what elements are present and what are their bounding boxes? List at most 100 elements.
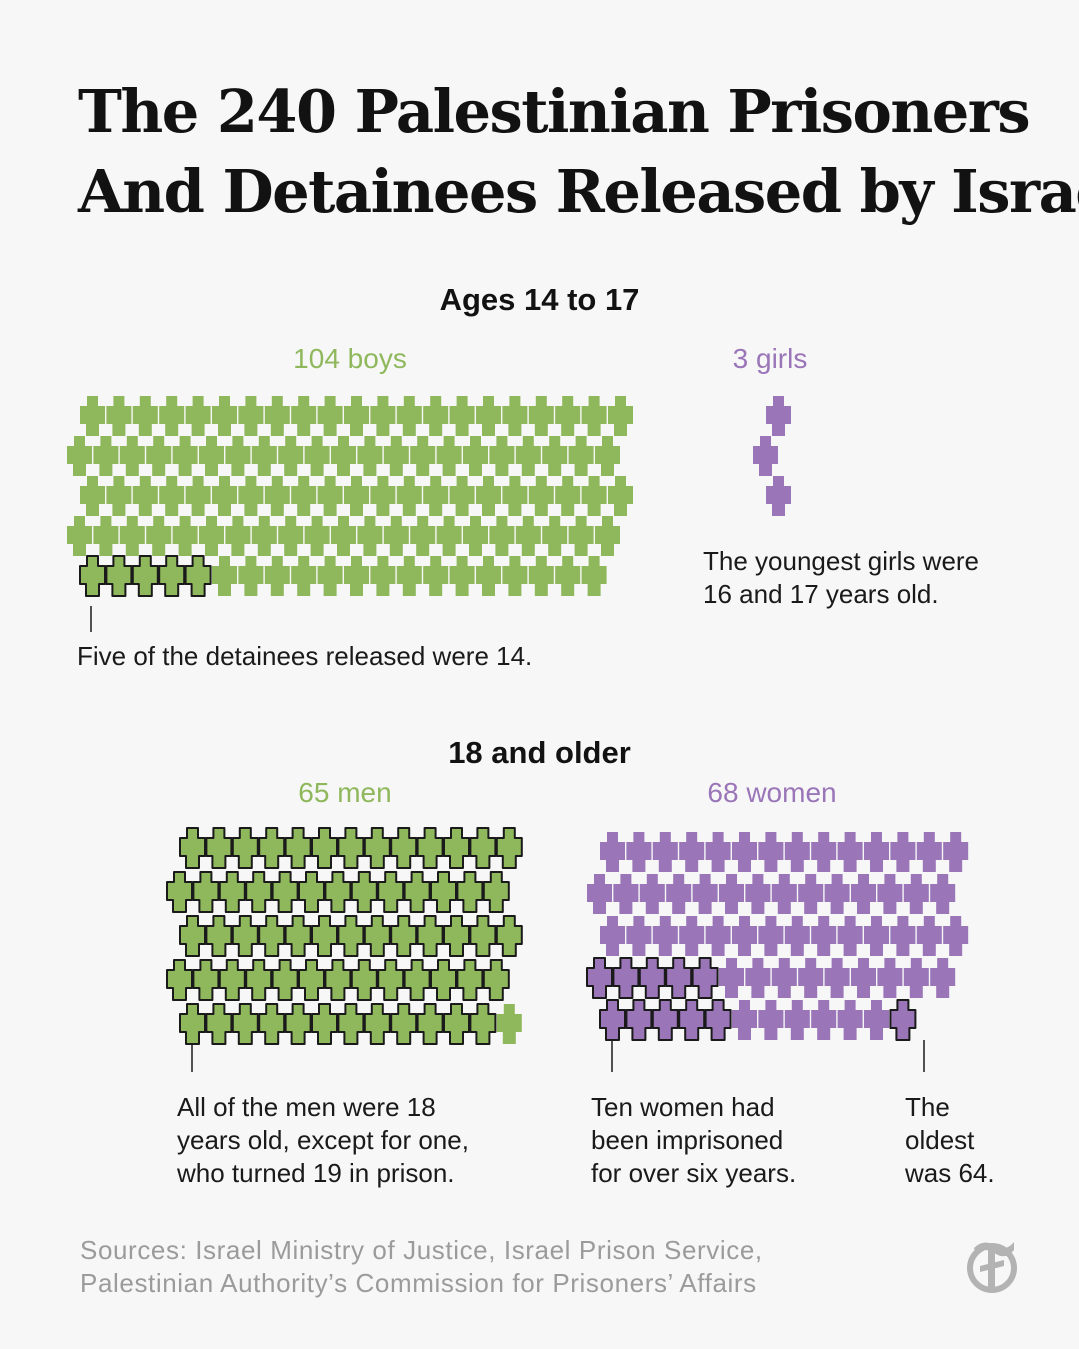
boy-icon <box>212 556 237 596</box>
man-icon-age-18 <box>258 915 286 957</box>
boy-icon <box>344 556 369 596</box>
woman-icon <box>784 1000 810 1040</box>
man-icon-age-18 <box>324 871 352 913</box>
woman-icon-six-years <box>612 957 640 999</box>
man-icon-age-18 <box>245 959 273 1001</box>
boy-icon <box>132 396 158 436</box>
woman-icon <box>705 916 731 956</box>
boy-icon <box>410 436 436 476</box>
woman-icon-six-years <box>651 999 679 1041</box>
woman-icon <box>652 916 678 956</box>
man-icon-age-18 <box>179 827 206 869</box>
woman-icon <box>851 958 876 998</box>
men-label: 65 men <box>298 777 392 808</box>
note-women: Ten women had been imprisoned for over s… <box>591 1091 796 1190</box>
boys-label: 104 boys <box>293 343 407 374</box>
man-icon-age-18 <box>495 915 523 957</box>
boy-icon <box>396 476 422 516</box>
boy-icon <box>476 476 501 516</box>
boy-icon <box>344 396 369 436</box>
source-line-2: Palestinian Authority’s Commission for P… <box>80 1268 757 1298</box>
girl-icon <box>753 436 778 476</box>
man-icon-age-18 <box>205 827 233 869</box>
boy-icon <box>423 556 449 596</box>
man-icon-age-18 <box>430 959 457 1001</box>
boy-icon-age-14 <box>158 555 186 597</box>
woman-icon <box>758 916 784 956</box>
title-line-2: And Detainees Released by Israel <box>78 157 1079 226</box>
man-icon-age-18 <box>337 827 365 869</box>
boy-icon <box>595 436 620 476</box>
boy-icon <box>502 396 528 436</box>
woman-icon <box>758 832 784 872</box>
woman-icon <box>864 916 889 956</box>
woman-icon <box>903 874 929 914</box>
boy-icon <box>225 516 251 556</box>
girl-icon <box>766 476 791 516</box>
woman-icon <box>837 1000 863 1040</box>
man-icon-age-18 <box>416 1003 444 1045</box>
boy-icon <box>93 516 119 556</box>
woman-icon <box>903 958 929 998</box>
woman-icon-six-years <box>704 999 732 1041</box>
boy-icon <box>159 396 185 436</box>
man-icon-age-18 <box>482 959 510 1001</box>
boy-icon <box>119 436 145 476</box>
woman-icon <box>864 1000 889 1040</box>
woman-icon <box>758 1000 784 1040</box>
woman-icon <box>719 874 744 914</box>
woman-icon <box>890 916 916 956</box>
woman-icon <box>587 874 612 914</box>
boy-icon <box>383 436 409 476</box>
note-girls: The youngest girls were 16 and 17 years … <box>703 545 979 611</box>
man-icon-age-19 <box>496 1004 522 1044</box>
boy-icon <box>317 476 343 516</box>
man-icon-age-18 <box>324 959 352 1001</box>
note-boys-line-1: Five of the detainees released were 14. <box>77 641 533 671</box>
man-icon-age-18 <box>363 915 391 957</box>
man-icon-age-18 <box>350 959 378 1001</box>
woman-icon <box>851 874 876 914</box>
note-men: All of the men were 18 years old, except… <box>177 1091 469 1190</box>
woman-icon <box>666 874 692 914</box>
man-icon-age-18 <box>430 871 457 913</box>
boy-icon <box>528 396 554 436</box>
woman-icon <box>626 916 652 956</box>
woman-icon <box>679 916 705 956</box>
woman-icon <box>652 832 678 872</box>
boy-icon <box>396 556 422 596</box>
note-men-line-2: years old, except for one, <box>177 1125 469 1155</box>
man-icon-age-18 <box>456 959 484 1001</box>
man-icon-age-18 <box>390 1003 418 1045</box>
boy-icon <box>476 556 501 596</box>
man-icon-age-18 <box>205 915 233 957</box>
woman-icon <box>811 1000 837 1040</box>
boy-icon-age-14 <box>105 555 133 597</box>
note-girls-line-1: The youngest girls were <box>703 546 980 576</box>
man-icon-age-18 <box>311 827 338 869</box>
boys-unit-chart <box>67 396 791 632</box>
boy-icon <box>304 436 330 476</box>
boy-icon <box>238 396 264 436</box>
man-icon-age-18 <box>350 871 378 913</box>
man-icon-age-18 <box>456 871 484 913</box>
adults-unit-chart <box>166 827 969 1072</box>
boy-icon <box>106 476 132 516</box>
man-icon-age-18 <box>271 871 299 913</box>
boy-icon <box>423 476 449 516</box>
man-icon-age-18 <box>311 1003 338 1045</box>
boy-icon <box>317 396 343 436</box>
boy-icon <box>396 396 422 436</box>
man-icon-age-18 <box>166 871 193 913</box>
boy-icon-age-14 <box>79 555 106 597</box>
boy-icon <box>436 436 462 476</box>
boy-icon <box>199 516 224 556</box>
boy-icon <box>357 436 383 476</box>
man-icon-age-18 <box>390 827 418 869</box>
woman-icon <box>719 958 744 998</box>
note-women-line-1: Ten women had <box>591 1092 775 1122</box>
boy-icon <box>370 396 396 436</box>
man-icon-age-18 <box>443 1003 470 1045</box>
boy-icon <box>555 476 581 516</box>
boy-icon <box>317 556 343 596</box>
